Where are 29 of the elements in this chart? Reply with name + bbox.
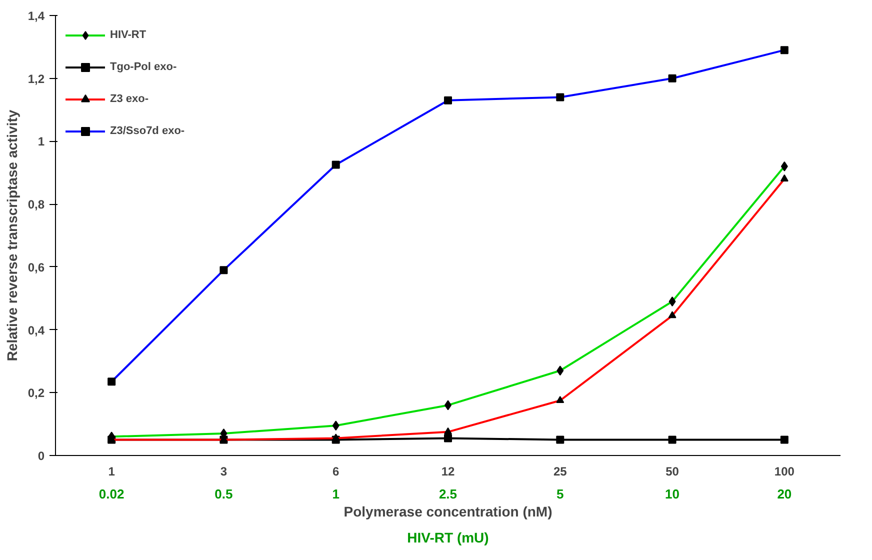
text: 5 <box>556 486 564 502</box>
legend-label: Z3 exo- <box>110 93 149 105</box>
legend-label: HIV-RT <box>110 29 146 41</box>
text: 0.02 <box>98 486 124 502</box>
x-tick-label: 100 <box>774 464 795 478</box>
text: 1 <box>332 486 340 502</box>
x-axis-title: Polymerase concentration (nM) <box>344 504 552 520</box>
y-tick-label: 1 <box>38 134 45 149</box>
y-tick-label: 0,6 <box>28 260 45 274</box>
text: 20 <box>777 486 792 502</box>
y-tick-label: 0,8 <box>28 198 45 212</box>
x-tick-label: 12 <box>441 464 455 478</box>
x-tick-label: 3 <box>220 464 228 478</box>
y-tick-label: 0,2 <box>28 386 45 400</box>
x-tick-label: 6 <box>332 464 340 478</box>
text: 2.5 <box>438 486 458 502</box>
y-axis-title: Relative reverse transcriptase activity <box>4 110 20 362</box>
text: 10 <box>665 486 680 502</box>
x-tick-label: 1 <box>108 464 116 478</box>
legend-label: Tgo-Pol exo- <box>110 61 177 73</box>
y-tick-label: 0 <box>38 449 45 463</box>
x-tick-label: 50 <box>666 464 680 478</box>
x-tick-label: 25 <box>553 464 568 478</box>
y-tick-label: 0,4 <box>28 323 45 338</box>
legend-label: Z3/Sso7d exo- <box>110 125 185 137</box>
y-tick-label: 1,4 <box>28 9 45 23</box>
text: 0.5 <box>214 486 233 502</box>
x2-axis-title: HIV-RT (mU) <box>407 530 489 546</box>
y-tick-label: 1,2 <box>28 72 45 86</box>
